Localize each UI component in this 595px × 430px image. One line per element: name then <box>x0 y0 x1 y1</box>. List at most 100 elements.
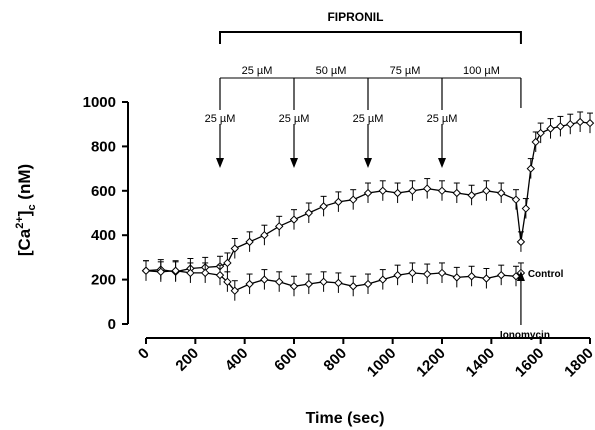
annotations: Ionomycin Control <box>500 269 564 341</box>
arrow-label-bg <box>272 110 316 124</box>
data-point <box>230 286 240 295</box>
data-point <box>274 222 284 231</box>
arrow-label: 25 µM <box>427 113 458 125</box>
data-point <box>526 164 536 173</box>
data-point <box>363 188 373 198</box>
data-point <box>334 197 343 207</box>
data-point <box>378 275 388 284</box>
y-axis-label: [Ca2+]c (nM) <box>14 164 38 256</box>
arrow-head <box>216 158 224 168</box>
data-point <box>289 215 299 224</box>
data-point <box>452 273 462 282</box>
x-tick-label: 400 <box>222 345 252 375</box>
y-tick-label: 0 <box>108 316 116 333</box>
x-tick-label: 1400 <box>463 345 499 381</box>
data-point <box>575 117 585 127</box>
data-point <box>156 267 166 277</box>
y-tick-label: 200 <box>91 272 116 289</box>
arrow-label-bg <box>420 110 464 124</box>
data-point <box>230 244 240 253</box>
data-point <box>319 277 328 287</box>
x-tick-label: 1800 <box>561 345 595 381</box>
data-point <box>260 230 269 240</box>
x-tick-label: 200 <box>172 345 202 375</box>
data-point <box>245 279 254 289</box>
data-point <box>319 202 328 211</box>
data-point <box>422 269 432 279</box>
y-tick-label: 600 <box>91 183 116 200</box>
data-point <box>260 275 269 284</box>
concentration-label: 100 µM <box>463 65 500 77</box>
x-tick-label: 1000 <box>364 345 400 381</box>
series-line <box>145 270 522 292</box>
data-point <box>223 258 232 268</box>
data-point <box>511 195 521 204</box>
data-point <box>467 272 476 281</box>
fipronil-bracket-line <box>219 31 522 44</box>
data-point <box>422 184 432 193</box>
data-point <box>516 237 526 247</box>
data-point <box>200 268 210 278</box>
data-point <box>437 186 447 196</box>
data-point <box>141 266 151 275</box>
data-point <box>585 118 595 128</box>
arrow-label: 25 µM <box>279 113 310 125</box>
data-point <box>511 272 521 281</box>
data-series <box>141 111 595 301</box>
x-axis-label: Time (sec) <box>306 410 385 427</box>
data-point <box>348 195 358 204</box>
ionomycin-arrow-head <box>516 271 525 281</box>
x-tick-label: 1600 <box>512 345 548 381</box>
ionomycin-label: Ionomycin <box>500 330 550 341</box>
arrow-head <box>290 158 298 168</box>
x-tick-label: 1200 <box>413 345 449 381</box>
concentration-label: 50 µM <box>316 65 347 77</box>
data-point <box>566 119 575 129</box>
concentration-label: 75 µM <box>390 65 421 77</box>
data-point <box>393 188 402 198</box>
data-point <box>496 188 506 198</box>
data-point <box>536 128 545 138</box>
data-point <box>452 188 462 198</box>
data-point <box>408 268 417 278</box>
arrow-head <box>438 158 446 168</box>
data-point <box>348 282 358 291</box>
data-point <box>186 268 195 278</box>
data-point <box>223 277 232 287</box>
arrow-label-bg <box>346 110 390 124</box>
concentration-label: 25 µM <box>242 65 273 77</box>
y-tick-label: 400 <box>91 227 116 244</box>
data-point <box>171 266 180 275</box>
data-point <box>482 186 491 196</box>
data-point <box>304 279 314 289</box>
arrow-label: 25 µM <box>353 113 384 125</box>
data-point <box>289 282 299 291</box>
series-1 <box>141 260 526 301</box>
data-point <box>274 277 284 287</box>
y-tick-label: 800 <box>91 138 116 155</box>
data-point <box>546 124 555 133</box>
control-label: Control <box>528 269 564 280</box>
data-point <box>363 279 373 289</box>
fipronil-bracket: FIPRONIL 25 µM 50 µM 75 µM 100 µM <box>219 10 522 79</box>
data-point <box>437 268 447 278</box>
data-point <box>521 204 531 213</box>
data-point <box>467 191 476 200</box>
arrow-head <box>364 158 372 168</box>
arrow-label-bg <box>198 110 242 124</box>
arrow-label: 25 µM <box>205 113 236 125</box>
fipronil-label: FIPRONIL <box>327 10 383 24</box>
data-point <box>408 186 417 196</box>
data-point <box>531 137 540 147</box>
data-point <box>215 270 225 280</box>
data-point <box>304 208 314 218</box>
data-point <box>378 186 388 196</box>
x-tick-label: 0 <box>135 345 153 363</box>
data-point <box>245 237 254 247</box>
data-point <box>556 122 565 131</box>
data-point <box>393 270 402 280</box>
y-tick-label: 1000 <box>83 94 116 111</box>
x-tick-label: 600 <box>271 345 301 375</box>
data-point <box>482 274 491 283</box>
